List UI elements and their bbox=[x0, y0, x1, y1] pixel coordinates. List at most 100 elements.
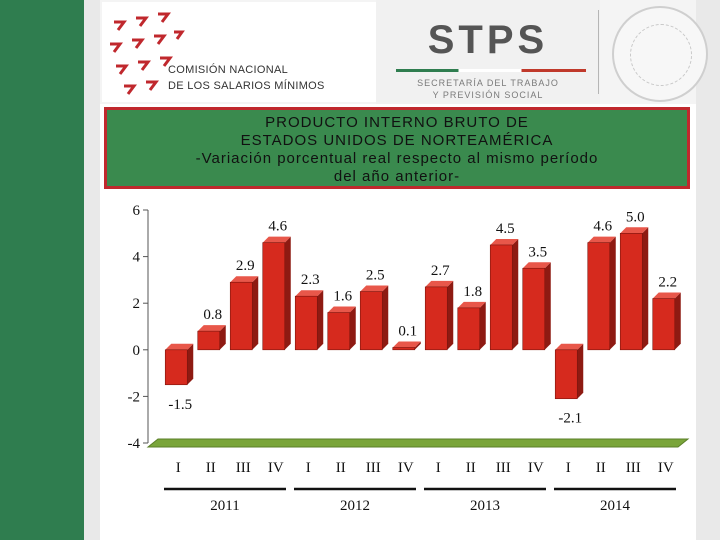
category-label: III bbox=[496, 460, 511, 476]
bar-top bbox=[457, 301, 486, 308]
data-label: 2.5 bbox=[366, 268, 385, 284]
year-label: 2012 bbox=[340, 498, 370, 514]
bar-side bbox=[382, 285, 389, 350]
chart-title-line2: ESTADOS UNIDOS DE NORTEAMÉRICA bbox=[240, 132, 554, 149]
chart-title-line3: -Variación porcentual real respecto al m… bbox=[195, 150, 599, 167]
stps-subtitle-line1: SECRETARÍA DEL TRABAJO bbox=[417, 78, 559, 88]
bar-side bbox=[284, 236, 291, 350]
bar-side bbox=[544, 262, 551, 350]
bar-top bbox=[555, 343, 584, 350]
bar-top bbox=[425, 280, 454, 287]
data-label: 3.5 bbox=[528, 244, 547, 260]
category-label: I bbox=[436, 460, 441, 476]
data-label: 5.0 bbox=[626, 209, 645, 225]
category-label: II bbox=[336, 460, 346, 476]
chart-title-box: PRODUCTO INTERNO BRUTO DE ESTADOS UNIDOS… bbox=[104, 107, 690, 189]
bar-side bbox=[642, 227, 649, 350]
category-label: IV bbox=[398, 460, 414, 476]
category-label: III bbox=[366, 460, 381, 476]
y-tick-label: -2 bbox=[128, 389, 141, 405]
bar-top bbox=[587, 236, 616, 243]
seal-inner-ring bbox=[630, 24, 692, 86]
bar-side bbox=[252, 276, 259, 350]
bar-top bbox=[230, 276, 259, 283]
bar bbox=[359, 291, 383, 351]
data-label: 2.2 bbox=[658, 275, 677, 291]
category-label: II bbox=[206, 460, 216, 476]
bar bbox=[522, 267, 546, 351]
y-tick-label: 6 bbox=[133, 203, 141, 219]
bar bbox=[619, 233, 643, 351]
data-label: -1.5 bbox=[168, 397, 192, 413]
category-label: II bbox=[596, 460, 606, 476]
y-tick-label: 4 bbox=[133, 250, 141, 266]
bar-top bbox=[165, 343, 194, 350]
data-label: 1.8 bbox=[463, 284, 482, 300]
bar-side bbox=[317, 290, 324, 350]
bar-side bbox=[219, 325, 226, 350]
category-label: IV bbox=[528, 460, 544, 476]
bar-top bbox=[620, 227, 649, 234]
data-label: 0.1 bbox=[398, 323, 417, 339]
bar bbox=[229, 281, 253, 351]
chart-title-line1: PRODUCTO INTERNO BRUTO DE bbox=[265, 114, 529, 131]
year-label: 2014 bbox=[600, 498, 631, 514]
bar-side bbox=[447, 280, 454, 350]
category-label: I bbox=[566, 460, 571, 476]
data-label: 1.6 bbox=[333, 289, 352, 305]
conasami-logo bbox=[102, 2, 376, 102]
bar-side bbox=[609, 236, 616, 350]
category-label: I bbox=[176, 460, 181, 476]
data-label: 0.8 bbox=[203, 307, 222, 323]
data-label: 2.3 bbox=[301, 272, 320, 288]
bar-side bbox=[349, 306, 356, 350]
bar-side bbox=[414, 341, 421, 350]
bar-top bbox=[262, 236, 291, 243]
category-label: IV bbox=[268, 460, 284, 476]
header-divider bbox=[598, 10, 599, 94]
bar bbox=[294, 295, 318, 351]
year-label: 2013 bbox=[470, 498, 500, 514]
category-label: I bbox=[306, 460, 311, 476]
data-label: 2.9 bbox=[236, 258, 255, 274]
bar-top bbox=[295, 290, 324, 297]
bar bbox=[457, 307, 481, 351]
left-inner-stripe bbox=[84, 0, 100, 540]
y-tick-label: 2 bbox=[133, 296, 141, 312]
bar bbox=[392, 347, 416, 351]
chart-title-line4: del año anterior- bbox=[333, 168, 461, 185]
bar bbox=[554, 349, 578, 400]
stps-title: STPS bbox=[427, 18, 549, 62]
right-decorative-stripe bbox=[696, 0, 720, 540]
bar bbox=[587, 242, 611, 351]
year-label: 2011 bbox=[210, 498, 239, 514]
stps-logo: STPS SECRETARÍA DEL TRABAJO Y PREVISIÓN … bbox=[376, 0, 600, 104]
bar bbox=[164, 349, 188, 386]
bar-top bbox=[197, 325, 226, 332]
bar-top bbox=[360, 285, 389, 292]
bar-top bbox=[490, 238, 519, 245]
org-name-line2: DE LOS SALARIOS MÍNIMOS bbox=[168, 80, 325, 92]
left-decorative-stripe bbox=[0, 0, 100, 540]
bar-side bbox=[187, 343, 194, 385]
category-label: IV bbox=[658, 460, 674, 476]
data-label: 4.5 bbox=[496, 221, 515, 237]
bar bbox=[652, 298, 676, 351]
data-label: -2.1 bbox=[558, 411, 582, 427]
bar-side bbox=[577, 343, 584, 399]
mexico-seal-icon bbox=[612, 6, 708, 102]
category-label: II bbox=[466, 460, 476, 476]
bar bbox=[327, 312, 351, 351]
stps-subtitle-line2: Y PREVISIÓN SOCIAL bbox=[432, 90, 544, 100]
bar bbox=[262, 242, 286, 351]
category-label: III bbox=[626, 460, 641, 476]
bar-side bbox=[479, 301, 486, 350]
bar bbox=[489, 244, 513, 351]
data-label: 2.7 bbox=[431, 263, 450, 279]
stps-color-bar bbox=[396, 69, 586, 72]
data-label: 4.6 bbox=[268, 219, 287, 235]
bar bbox=[197, 330, 221, 351]
bar-side bbox=[674, 292, 681, 350]
bar bbox=[424, 286, 448, 351]
